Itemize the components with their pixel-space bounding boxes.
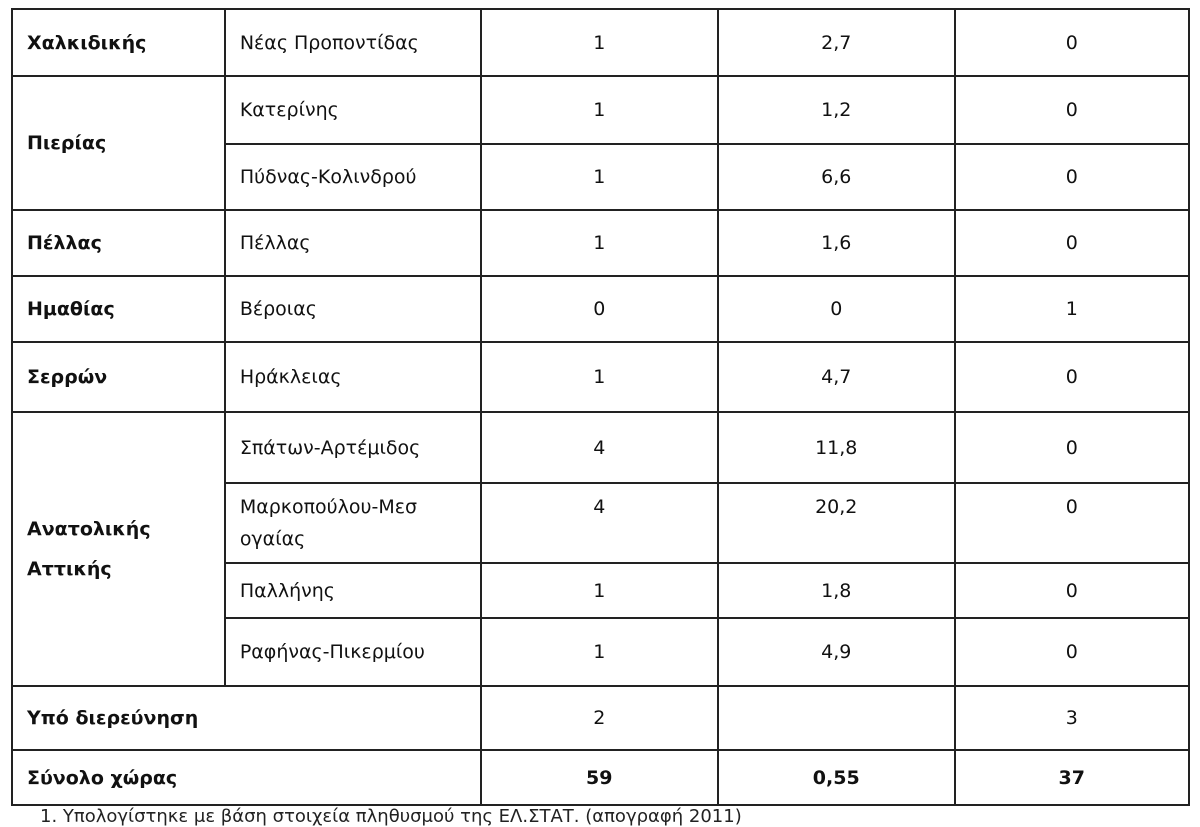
value-cell: 1 <box>479 209 719 277</box>
value-cell: 1 <box>953 275 1190 343</box>
value-cell: 0 <box>953 341 1190 413</box>
municipality-cell: Ηράκλειας <box>223 341 482 413</box>
municipality-cell: Μαρκοπούλου-Μεσογαίας <box>223 482 482 564</box>
municipality-cell: Πέλλας <box>223 209 482 277</box>
value-cell: 4,9 <box>716 617 956 687</box>
value-cell: 4,7 <box>716 341 956 413</box>
table-row: Σερρών Ηράκλειας 1 4,7 0 <box>11 341 1190 413</box>
region-cell: Ημαθίας <box>11 275 226 343</box>
municipality-cell: Ραφήνας-Πικερμίου <box>223 617 482 687</box>
table-row: Μαρκοπούλου-Μεσογαίας 4 20,2 0 <box>12 482 1190 564</box>
value-cell: 0 <box>716 275 956 343</box>
value-cell: 1 <box>479 8 719 77</box>
total-value: 37 <box>953 749 1190 806</box>
table-row: Πύδνας-Κολινδρού 1 6,6 0 <box>12 143 1190 211</box>
region-cell: Σερρών <box>11 341 226 413</box>
value-cell: 1 <box>479 143 719 211</box>
table-row: Χαλκιδικής Νέας Προποντίδας 1 2,7 0 <box>11 8 1190 77</box>
municipality-cell: Κατερίνης <box>223 75 482 145</box>
total-value: 59 <box>479 749 719 806</box>
table-row: Ραφήνας-Πικερμίου 1 4,9 0 <box>12 617 1190 687</box>
table-row: Ημαθίας Βέροιας 0 0 1 <box>11 275 1190 343</box>
data-table: Χαλκιδικής Νέας Προποντίδας 1 2,7 0 Πιερ… <box>11 8 1190 806</box>
municipality-cell: Παλλήνης <box>223 562 482 619</box>
region-cell: Πιερίας <box>11 75 226 211</box>
table-row: Ανατολικής Αττικής Σπάτων-Αρτέμιδος 4 11… <box>11 411 1190 687</box>
table-row: Πιερίας Κατερίνης 1 1,2 0 <box>11 75 1190 211</box>
region-cell: Χαλκιδικής <box>11 8 226 77</box>
value-cell: 1,2 <box>716 75 956 145</box>
value-cell: 1 <box>479 341 719 413</box>
value-cell: 4 <box>479 411 719 484</box>
value-cell: 1,8 <box>716 562 956 619</box>
value-cell: 0 <box>953 209 1190 277</box>
municipality-cell: Πύδνας-Κολινδρού <box>223 143 482 211</box>
value-cell: 1 <box>479 617 719 687</box>
region-cell: Ανατολικής Αττικής <box>11 411 226 687</box>
total-value: 0,55 <box>716 749 956 806</box>
value-cell: 0 <box>953 482 1190 564</box>
municipality-cell: Βέροιας <box>223 275 482 343</box>
municipality-cell: Νέας Προποντίδας <box>223 8 482 77</box>
value-cell: 0 <box>479 275 719 343</box>
value-cell: 11,8 <box>716 411 956 484</box>
value-cell: 1 <box>479 75 719 145</box>
table-row: Πέλλας Πέλλας 1 1,6 0 <box>11 209 1190 277</box>
total-label: Σύνολο χώρας <box>11 749 482 806</box>
value-cell: 0 <box>953 143 1190 211</box>
value-cell: 2 <box>479 685 719 751</box>
region-cell: Πέλλας <box>11 209 226 277</box>
footnote: 1. Υπολογίστηκε με βάση στοιχεία πληθυσμ… <box>40 806 742 827</box>
value-cell: 0 <box>953 75 1190 145</box>
value-cell: 2,7 <box>716 8 956 77</box>
value-cell: 0 <box>953 8 1190 77</box>
value-cell: 6,6 <box>716 143 956 211</box>
value-cell: 0 <box>953 411 1190 484</box>
value-cell: 0 <box>953 617 1190 687</box>
under-investigation-label: Υπό διερεύνηση <box>11 685 482 751</box>
under-investigation-row: Υπό διερεύνηση 2 3 <box>11 685 1190 751</box>
value-cell: 1 <box>479 562 719 619</box>
value-cell: 0 <box>953 562 1190 619</box>
value-cell: 1,6 <box>716 209 956 277</box>
table-row: Παλλήνης 1 1,8 0 <box>12 562 1190 619</box>
value-cell: 4 <box>479 482 719 564</box>
total-row: Σύνολο χώρας 59 0,55 37 <box>11 749 1190 806</box>
value-cell: 3 <box>953 685 1190 751</box>
municipality-cell: Σπάτων-Αρτέμιδος <box>223 411 482 484</box>
value-cell: 20,2 <box>716 482 956 564</box>
value-cell <box>716 685 956 751</box>
